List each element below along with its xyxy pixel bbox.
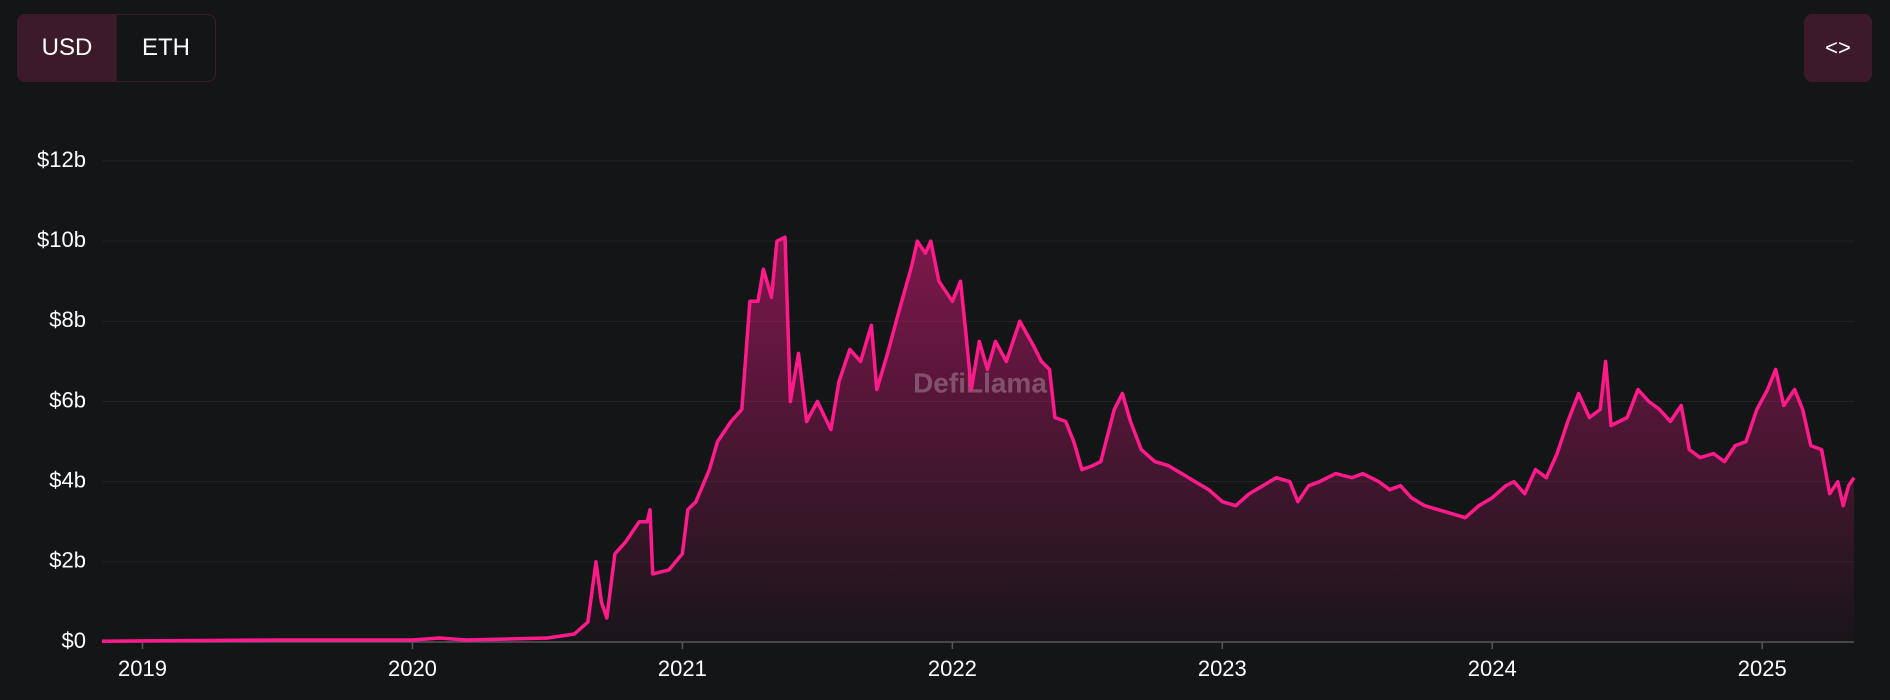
x-tick-label: 2023 [1198,656,1247,681]
y-tick-label: $10b [37,227,86,252]
x-tick-label: 2020 [388,656,437,681]
x-tick-label: 2021 [658,656,707,681]
usd-button[interactable]: USD [18,15,117,81]
y-tick-label: $8b [49,307,86,332]
y-tick-label: $2b [49,548,86,573]
x-tick-label: 2025 [1738,656,1787,681]
x-tick-label: 2022 [928,656,977,681]
currency-toggle: USD ETH [17,14,216,82]
eth-button[interactable]: ETH [142,34,190,61]
x-tick-label: 2024 [1468,656,1517,681]
y-tick-label: $6b [49,387,86,412]
x-tick-label: 2019 [118,656,167,681]
y-tick-label: $0 [62,628,86,653]
area-line [101,235,1856,643]
embed-button[interactable]: <> [1804,14,1872,82]
y-tick-label: $4b [49,467,86,492]
area-fill [102,237,1854,642]
watermark: DefiLlama [913,367,1047,398]
y-tick-label: $12b [37,147,86,172]
